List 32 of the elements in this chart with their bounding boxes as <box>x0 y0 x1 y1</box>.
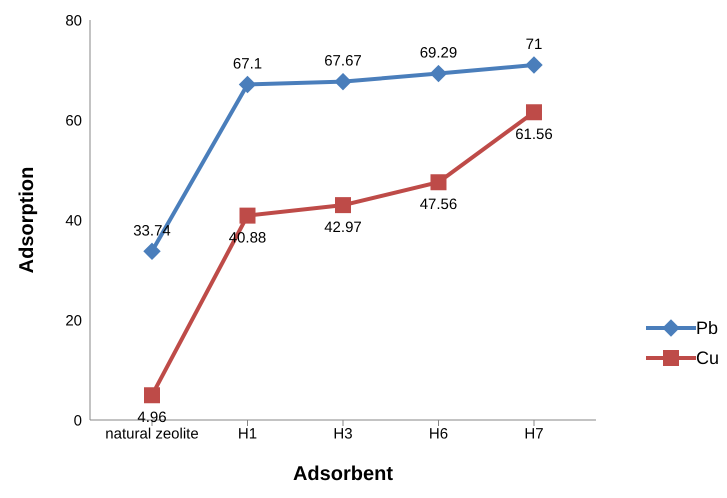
data-label: 42.97 <box>324 218 362 236</box>
data-label: 47.56 <box>420 196 458 213</box>
point <box>526 104 542 120</box>
point <box>144 387 160 404</box>
x-tick-label: H7 <box>524 426 544 443</box>
data-label: 67.1 <box>232 56 262 72</box>
point <box>334 197 351 214</box>
y-tick-label: 0 <box>74 412 82 430</box>
point <box>430 65 447 82</box>
x-tick-label: H6 <box>428 426 448 443</box>
data-label: 71 <box>526 36 542 53</box>
legend-label: Pb <box>696 318 718 338</box>
point <box>334 73 352 90</box>
y-tick-label: 80 <box>65 12 82 30</box>
point <box>238 76 256 93</box>
point <box>525 56 542 74</box>
data-label: 69.29 <box>420 44 458 62</box>
data-label: 67.67 <box>324 52 362 70</box>
legend-label: Cu <box>696 348 719 368</box>
data-label: 4.96 <box>137 408 167 426</box>
y-axis-title: Adsorption <box>16 166 38 274</box>
data-label: 61.56 <box>515 126 553 143</box>
point <box>239 208 256 224</box>
x-axis-title: Adsorbent <box>292 463 394 486</box>
y-tick-label: 40 <box>65 212 82 230</box>
y-tick-label: 20 <box>65 312 82 330</box>
x-tick-label: natural zeolite <box>105 426 199 443</box>
point <box>144 242 160 260</box>
point <box>430 174 446 190</box>
y-tick-label: 60 <box>65 112 82 130</box>
x-tick-label: H3 <box>333 426 353 443</box>
x-tick-label: H1 <box>238 426 258 443</box>
